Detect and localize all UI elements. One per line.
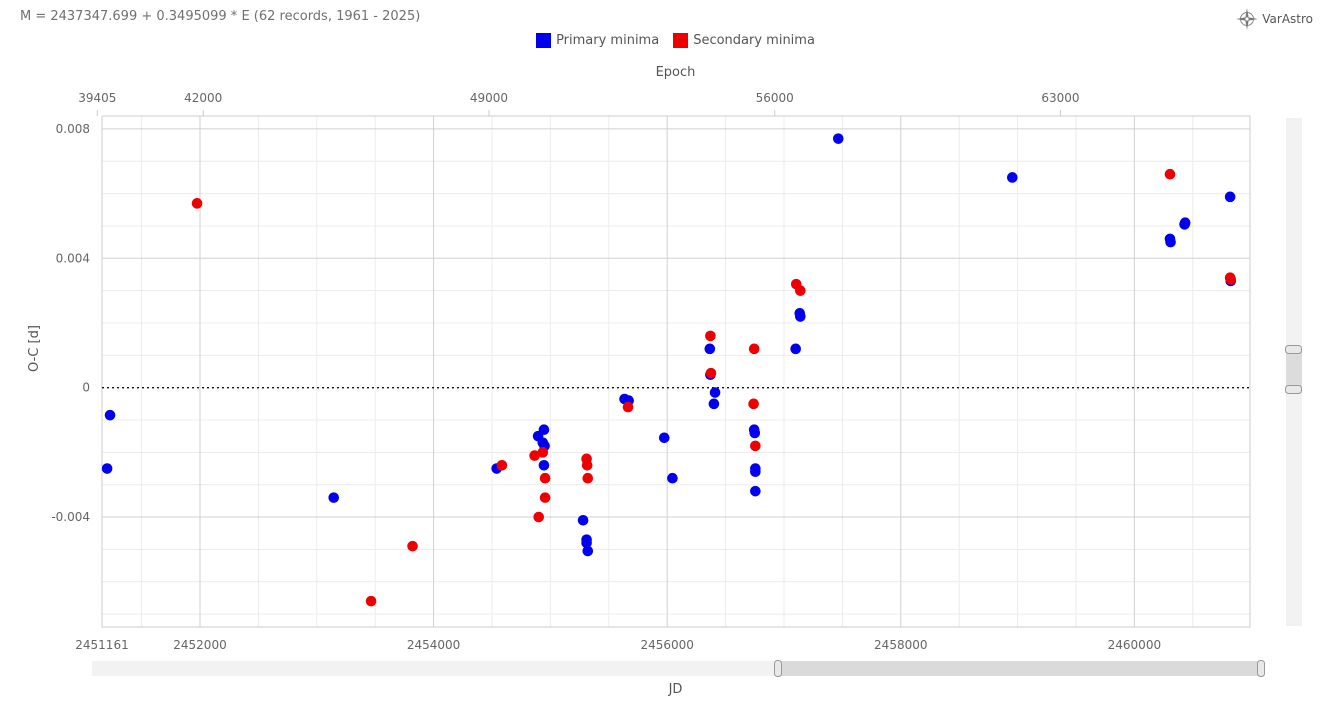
x-tick-label: 2451161	[75, 638, 128, 652]
primary-minimum-point[interactable]	[832, 133, 844, 144]
secondary-minimum-point[interactable]	[750, 440, 761, 452]
plot-frame	[101, 115, 1251, 628]
secondary-minimum-point[interactable]	[407, 540, 418, 552]
legend-swatch-secondary	[673, 33, 689, 48]
secondary-minimum-point[interactable]	[191, 198, 203, 209]
secondary-minimum-point[interactable]	[748, 343, 760, 355]
secondary-minimum-point[interactable]	[581, 459, 593, 471]
primary-minimum-point[interactable]	[101, 463, 113, 474]
oc-equation-label: M = 2437347.699 + 0.3495099 * E (62 reco…	[20, 9, 421, 24]
primary-minimum-point[interactable]	[538, 459, 550, 471]
primary-minimum-point[interactable]	[1165, 236, 1176, 248]
y-tick-label: 0.008	[56, 122, 90, 136]
x-range-handle-right[interactable]	[1257, 660, 1265, 677]
legend-label-secondary: Secondary minima	[693, 33, 815, 48]
jd-axis-title: JD	[668, 682, 683, 697]
epoch-axis-title: Epoch	[655, 65, 696, 80]
secondary-minimum-point[interactable]	[539, 492, 551, 503]
primary-minimum-point[interactable]	[1179, 217, 1191, 229]
range-controls	[92, 118, 1302, 677]
primary-minimum-point[interactable]	[667, 472, 678, 484]
secondary-minimum-point[interactable]	[365, 595, 377, 607]
x-tick-label: 2454000	[407, 638, 460, 652]
secondary-minimum-point[interactable]	[529, 450, 540, 461]
y-range-window[interactable]	[1286, 349, 1302, 391]
y-tick-label: 0.004	[56, 251, 90, 265]
secondary-minimum-point[interactable]	[705, 330, 716, 342]
primary-minimum-point[interactable]	[750, 485, 761, 497]
primary-minimum-point[interactable]	[709, 387, 721, 398]
primary-minimum-point[interactable]	[749, 427, 761, 439]
y-tick-label: 0	[82, 381, 90, 395]
legend-label-primary: Primary minima	[556, 33, 660, 48]
x-tick-label: 2458000	[874, 638, 927, 652]
y-range-handle-top[interactable]	[1285, 345, 1302, 354]
primary-minimum-point[interactable]	[790, 343, 801, 355]
secondary-minimum-point[interactable]	[705, 367, 717, 379]
legend-item-primary[interactable]: Primary minima	[536, 33, 659, 48]
secondary-minimum-point[interactable]	[1164, 168, 1176, 180]
primary-minimum-point[interactable]	[658, 432, 670, 444]
compass-star-icon	[1236, 8, 1259, 30]
axes-layer: 2451161 2452000 2454000 2456000 2458000 24600…	[51, 91, 1251, 652]
primary-minimum-point[interactable]	[708, 398, 720, 410]
varastro-logo[interactable]: VarAstro	[1235, 7, 1313, 31]
secondary-minimum-point[interactable]	[582, 472, 594, 484]
primary-minimum-point[interactable]	[538, 424, 550, 436]
secondary-minimum-point[interactable]	[748, 398, 759, 410]
primary-minimum-point[interactable]	[582, 545, 594, 557]
primary-minimum-point[interactable]	[577, 514, 589, 526]
primary-minimum-point[interactable]	[750, 466, 761, 478]
secondary-minimum-point[interactable]	[1225, 274, 1237, 285]
legend-item-secondary[interactable]: Secondary minima	[673, 33, 815, 48]
epoch-tick-label: 63000	[1041, 91, 1079, 105]
x-tick-label: 2452000	[173, 638, 226, 652]
grid-layer	[102, 116, 1250, 627]
x-range-window[interactable]	[778, 661, 1262, 676]
secondary-minimum-point[interactable]	[496, 459, 508, 471]
primary-minimum-point[interactable]	[1007, 172, 1018, 183]
epoch-tick-label: 49000	[470, 91, 508, 105]
primary-minimum-point[interactable]	[795, 311, 806, 322]
x-tick-label: 2456000	[640, 638, 693, 652]
brand-name: VarAstro	[1262, 12, 1313, 26]
epoch-tick-label: 42000	[184, 91, 222, 105]
points-layer	[101, 133, 1237, 607]
x-tick-label: 2460000	[1108, 638, 1161, 652]
legend-swatch-primary	[536, 33, 552, 48]
primary-minimum-point[interactable]	[104, 409, 116, 421]
y-range-handle-bottom[interactable]	[1285, 385, 1302, 394]
secondary-minimum-point[interactable]	[533, 511, 545, 523]
chart-legend: Primary minima Secondary minima	[0, 33, 1321, 48]
primary-minimum-point[interactable]	[328, 492, 340, 503]
secondary-minimum-point[interactable]	[795, 285, 806, 296]
primary-minimum-point[interactable]	[704, 343, 716, 355]
secondary-minimum-point[interactable]	[539, 472, 551, 484]
primary-minimum-point[interactable]	[1224, 191, 1236, 203]
epoch-tick-label: 56000	[756, 91, 794, 105]
y-tick-label: -0.004	[51, 510, 90, 524]
secondary-minimum-point[interactable]	[622, 401, 634, 413]
secondary-minimum-point[interactable]	[537, 447, 549, 458]
primary-minimum-point[interactable]	[581, 537, 592, 549]
epoch-tick-label: 39405	[78, 91, 116, 105]
x-range-handle-left[interactable]	[774, 660, 782, 677]
